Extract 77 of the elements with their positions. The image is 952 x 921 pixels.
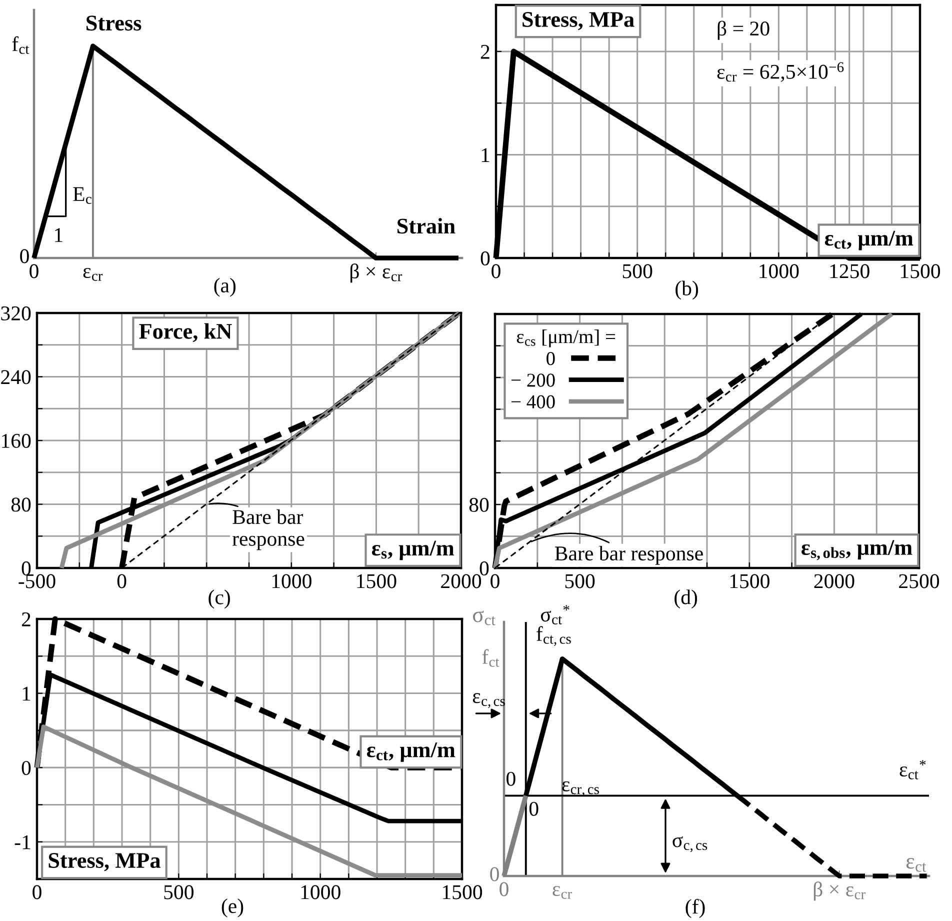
y-axis-title: Stress, MPa: [48, 853, 160, 872]
legend-label: − 400: [512, 395, 555, 408]
x-tick-label: 2000: [441, 574, 482, 588]
y-axis-title: Force, kN: [139, 323, 232, 342]
x-tick-label: 2500: [899, 574, 940, 588]
text: (b): [676, 280, 698, 300]
annotation: ε$_{cr}$ = 62,5×10$^{−6}$: [717, 62, 844, 82]
x-axis-title: ε$_{ct}$, μm/m: [824, 230, 914, 250]
text: (a): [214, 278, 236, 297]
x-tick-label: 1000: [760, 264, 799, 278]
text: *: [563, 605, 570, 610]
x-tick-label: ε$_{cr}$: [552, 886, 572, 899]
y-tick-label: 2: [480, 44, 490, 59]
x-axis-title: ε$_{s}$, μm/m: [372, 540, 454, 560]
x-tick-label: 1250: [830, 264, 870, 278]
text: f$_{ct,cs}$: [536, 626, 571, 646]
legend-label: − 200: [512, 374, 555, 387]
x-tick-label: β × ε$_{cr}$: [814, 882, 866, 901]
text: f$_{ct}$: [12, 36, 30, 54]
annotation: E$_{c}$: [73, 187, 92, 204]
x-tick-label: 0: [492, 264, 500, 278]
y-tick-label: 1: [482, 148, 490, 162]
x-tick-label: 1000: [301, 885, 340, 900]
x-tick-label: 1000: [272, 574, 312, 588]
x-axis-title: ε$_{s,obs}$, μm/m: [801, 540, 912, 560]
annotation: 0: [529, 802, 538, 816]
annotation: ε$_{c,cs}$: [472, 693, 505, 708]
x-tick-label: 1500: [730, 574, 770, 588]
y-tick-label: 160: [2, 434, 31, 448]
x-tick-label: 0: [490, 574, 500, 588]
x-axis-title: ε$_{ct}$: [906, 858, 926, 872]
x-tick-label: 0: [32, 885, 42, 900]
legend-label: 0: [546, 352, 555, 366]
x-tick-label: 500: [565, 574, 595, 588]
y-axis-title: σ$_{ct}$: [540, 610, 562, 624]
text: (f): [686, 898, 705, 918]
annotation: σ$_{c,cs}$: [672, 836, 708, 852]
y-tick-label: 0: [22, 760, 31, 776]
x-tick-label: 1500: [901, 264, 940, 278]
x-tick-label: 0: [117, 574, 126, 588]
y-tick-label: -1: [14, 835, 30, 850]
text: (e): [222, 898, 244, 918]
x-axis-title: Strain: [398, 218, 456, 234]
y-tick-label: 0: [480, 561, 489, 576]
x-tick-label: -500: [18, 574, 56, 588]
legend-title: ε$_{cs}$ [μm/m] =: [516, 330, 616, 348]
annotation: Bare bar response: [554, 546, 703, 565]
y-tick-label: 0: [480, 251, 490, 266]
x-tick-label: 500: [622, 264, 652, 278]
annotation: ε$_{cr,cs}$: [562, 781, 599, 796]
y-tick-label: 80: [11, 498, 31, 512]
text: (d): [674, 590, 698, 608]
y-tick-label: 0: [22, 561, 31, 576]
annotation: ε$_{ct}$$^{*}$: [900, 760, 926, 780]
annotation: β = 20: [718, 20, 770, 40]
x-tick-label: β × ε$_{cr}$: [350, 264, 402, 283]
x-tick-label: 2000: [814, 574, 854, 588]
x-tick-label: 1500: [357, 574, 396, 588]
text: 0: [490, 867, 499, 882]
y-tick-label: 80: [469, 498, 489, 512]
x-axis-title: ε$_{ct}$, μm/m: [366, 742, 456, 762]
x-tick-label: 500: [164, 885, 194, 900]
annotation: 0: [506, 772, 516, 786]
x-tick-label: 0: [500, 882, 508, 896]
y-axis-title: Stress: [86, 16, 142, 31]
annotation: Bare bar response: [232, 509, 304, 550]
text: σ$_{ct}$: [472, 610, 496, 626]
x-tick-label: ε$_{cr}$: [83, 268, 103, 281]
x-tick-label: 1500: [443, 885, 482, 900]
annotation: 1: [55, 228, 62, 242]
y-tick-label: 1: [22, 686, 30, 701]
y-tick-label: 320: [1, 306, 31, 320]
y-axis-title: Stress, MPa: [522, 12, 634, 30]
text: f$_{ct}$: [482, 649, 500, 667]
y-tick-label: 2: [22, 612, 30, 626]
y-tick-label: 240: [1, 370, 31, 384]
text: (c): [208, 590, 230, 609]
